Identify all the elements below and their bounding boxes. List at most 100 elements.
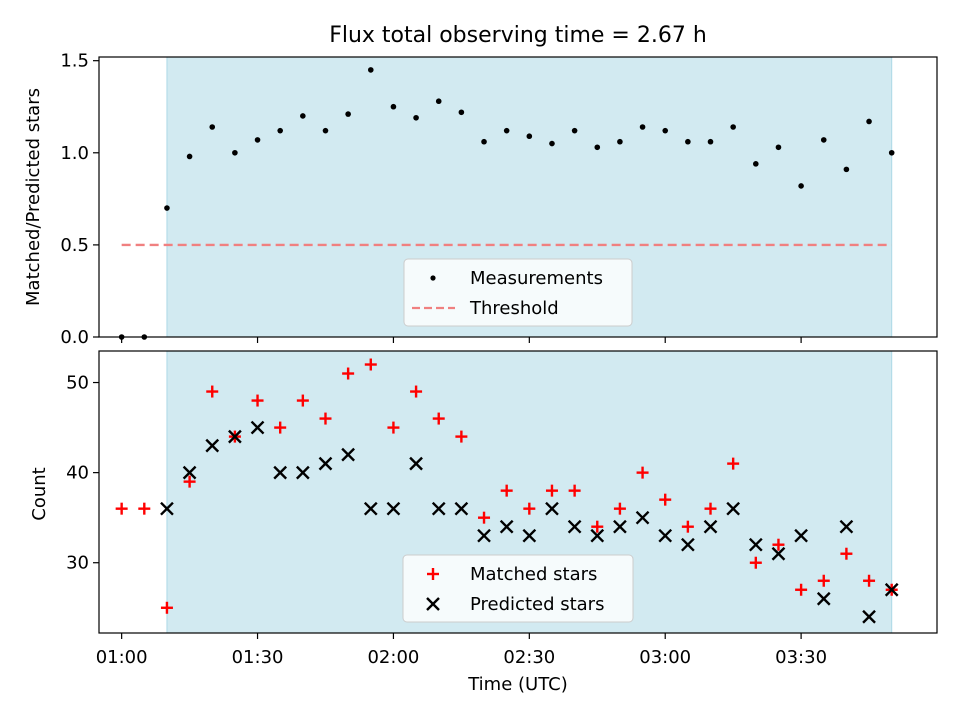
top-legend: Measurements Threshold: [403, 258, 633, 327]
bottom-y-tick-label: 50: [66, 373, 89, 394]
bottom-y-ticks: 30 40 50: [66, 373, 99, 574]
predicted-star-point: [726, 501, 741, 516]
x-tick-label: 03:30: [775, 647, 827, 668]
predicted-star-point: [341, 447, 355, 462]
legend-measurement-marker: [430, 275, 436, 281]
matched-star-point: [296, 394, 309, 407]
legend-predicted-marker: [426, 597, 440, 611]
matched-star-point: [727, 457, 740, 470]
x-tick-label: 02:00: [367, 647, 419, 668]
measurement-point: [458, 109, 465, 116]
matched-star-point: [274, 421, 287, 434]
measurement-point: [503, 127, 510, 134]
measurement-point: [164, 205, 170, 211]
measurement-point: [209, 124, 216, 130]
measurement-point: [843, 166, 850, 173]
matched-star-point: [591, 520, 604, 533]
measurement-point: [798, 183, 804, 189]
predicted-star-point: [567, 519, 582, 534]
predicted-star-point: [295, 465, 310, 480]
predicted-star-point: [771, 546, 786, 561]
matched-star-point: [840, 547, 853, 560]
predicted-star-point: [318, 456, 333, 471]
matched-star-point: [523, 502, 536, 515]
chart-title: Flux total observing time = 2.67 h: [329, 23, 707, 48]
top-plot-frame: [98, 56, 938, 338]
predicted-star-point: [250, 420, 265, 435]
measurement-point: [186, 153, 193, 160]
bottom-y-tick-label: 30: [66, 553, 89, 574]
x-tick-label: 01:00: [96, 647, 148, 668]
predicted-star-point: [884, 582, 899, 597]
predicted-star-point: [454, 501, 469, 516]
measurement-point: [345, 111, 351, 117]
matched-star-point: [206, 385, 219, 398]
measurement-point: [617, 138, 623, 145]
predicted-star-point: [477, 528, 491, 543]
bottom-y-tick-label: 40: [66, 463, 89, 484]
measurement-point: [390, 103, 397, 110]
predicted-star-point: [228, 429, 242, 444]
top-y-tick-label: 1.5: [60, 51, 89, 72]
x-axis-label: Time (UTC): [467, 674, 568, 695]
predicted-star-point: [839, 519, 854, 534]
predicted-star-point: [409, 456, 423, 471]
matched-star-point: [659, 493, 672, 506]
bottom-y-axis-label: Count: [29, 467, 50, 520]
measurement-point: [820, 137, 827, 143]
matched-star-point: [455, 430, 468, 443]
predicted-star-point: [816, 591, 831, 606]
measurement-point: [730, 124, 736, 130]
measurement-point: [888, 149, 895, 156]
x-tick-label: 03:00: [639, 647, 691, 668]
matched-star-point: [568, 484, 581, 497]
bottom-x-ticks: 01:00 01:30 02:00 02:30 03:00 03:30: [96, 633, 827, 668]
measurement-point: [866, 118, 872, 125]
matched-star-point: [636, 466, 649, 479]
measurement-point: [571, 127, 578, 134]
predicted-star-point: [545, 501, 559, 516]
measurement-point: [753, 161, 759, 167]
predicted-star-point: [681, 537, 695, 552]
bottom-marks: [115, 358, 899, 624]
matched-star-point: [115, 502, 128, 515]
bottom-legend-box: [402, 554, 634, 623]
top-x-ticks: [121, 337, 802, 343]
predicted-star-point: [862, 609, 876, 624]
predicted-star-point: [363, 501, 378, 516]
matched-star-point: [410, 385, 423, 398]
top-y-tick-label: 0.0: [60, 327, 89, 348]
predicted-star-point: [590, 528, 605, 543]
measurement-point: [367, 67, 374, 73]
matched-star-point: [183, 475, 196, 488]
measurement-point: [277, 127, 283, 134]
matched-star-point: [817, 574, 830, 587]
top-y-ticks: 0.0 0.5 1.0 1.5: [60, 51, 99, 348]
matched-star-point: [364, 358, 377, 371]
x-tick-label: 02:30: [503, 647, 555, 668]
predicted-star-point: [613, 519, 627, 534]
predicted-star-point: [522, 528, 537, 543]
matched-star-point: [478, 511, 491, 524]
predicted-star-point: [182, 465, 197, 480]
measurement-point: [549, 140, 555, 147]
predicted-star-point: [205, 438, 220, 453]
top-marks: [118, 67, 895, 340]
matched-star-point: [342, 367, 355, 380]
matched-star-point: [863, 574, 876, 587]
predicted-star-point: [273, 465, 288, 480]
measurement-point: [775, 144, 782, 151]
top-panel: 0.0 0.5 1.0 1.5 Flux total observing time =…: [23, 23, 938, 348]
measurement-point: [435, 98, 442, 105]
legend-threshold-label: Threshold: [469, 298, 559, 319]
matched-star-point: [795, 583, 808, 596]
predicted-star-point: [499, 519, 514, 534]
x-tick-label: 01:30: [232, 647, 284, 668]
predicted-star-point: [658, 528, 673, 543]
measurement-point: [526, 133, 533, 140]
matched-star-point: [772, 538, 785, 551]
measurement-point: [594, 144, 601, 151]
measurement-point: [300, 113, 306, 119]
matched-star-point: [160, 601, 173, 614]
